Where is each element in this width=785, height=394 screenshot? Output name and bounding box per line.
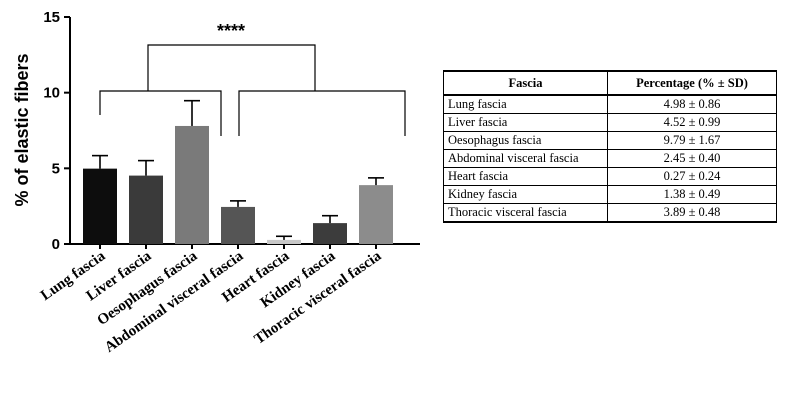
y-tick-label: 5 xyxy=(52,160,60,177)
table-cell-percentage: 3.89 ± 0.48 xyxy=(607,203,777,223)
bar xyxy=(267,239,301,244)
bracket-group-right xyxy=(238,90,406,136)
table-cell-percentage: 4.98 ± 0.86 xyxy=(607,94,777,114)
y-tick-label: 0 xyxy=(52,236,60,253)
bar xyxy=(83,168,117,244)
table-body: Lung fascia 4.98 ± 0.86 Liver fascia 4.52 ±… xyxy=(443,94,777,223)
table-cell-fascia: Thoracic visceral fascia xyxy=(443,203,608,223)
table-header-fascia: Fascia xyxy=(443,70,608,96)
table-cell-percentage: 4.52 ± 0.99 xyxy=(607,113,777,132)
table-cell-percentage: 1.38 ± 0.49 xyxy=(607,185,777,204)
bracket-group-left xyxy=(99,90,222,136)
bar xyxy=(221,206,255,244)
significance-brackets xyxy=(99,44,406,136)
bar xyxy=(129,175,163,244)
table-row: Thoracic visceral fascia 3.89 ± 0.48 xyxy=(443,203,777,223)
y-tick-label: 10 xyxy=(43,85,60,102)
table-row: Lung fascia 4.98 ± 0.86 xyxy=(443,94,777,114)
y-axis-label: % of elastic fibers xyxy=(12,53,32,206)
table-row: Heart fascia 0.27 ± 0.24 xyxy=(443,167,777,186)
table-cell-percentage: 0.27 ± 0.24 xyxy=(607,167,777,186)
table-cell-percentage: 2.45 ± 0.40 xyxy=(607,149,777,168)
bar xyxy=(313,223,347,244)
table-cell-fascia: Abdominal visceral fascia xyxy=(443,149,608,168)
table-row: Oesophagus fascia 9.79 ± 1.67 xyxy=(443,131,777,150)
table-cell-percentage: 9.79 ± 1.67 xyxy=(607,131,777,150)
y-tick-label: 15 xyxy=(43,9,60,26)
significance-marker: **** xyxy=(217,21,245,41)
bar xyxy=(359,185,393,244)
table-row: Abdominal visceral fascia 2.45 ± 0.40 xyxy=(443,149,777,168)
table-row: Liver fascia 4.52 ± 0.99 xyxy=(443,113,777,132)
table-row: Kidney fascia 1.38 ± 0.49 xyxy=(443,185,777,204)
data-table: Fascia Percentage (% ± SD) Lung fascia 4.… xyxy=(443,70,777,223)
table-cell-fascia: Heart fascia xyxy=(443,167,608,186)
table-header-row: Fascia Percentage (% ± SD) xyxy=(443,70,777,96)
bar xyxy=(175,125,209,244)
table-cell-fascia: Lung fascia xyxy=(443,94,608,114)
chart-error-bars xyxy=(92,99,384,240)
table-cell-fascia: Liver fascia xyxy=(443,113,608,132)
table-cell-fascia: Kidney fascia xyxy=(443,185,608,204)
chart-bars xyxy=(83,125,393,244)
table-header-percentage: Percentage (% ± SD) xyxy=(607,70,777,96)
bracket-comparison xyxy=(147,44,316,91)
table-cell-fascia: Oesophagus fascia xyxy=(443,131,608,150)
